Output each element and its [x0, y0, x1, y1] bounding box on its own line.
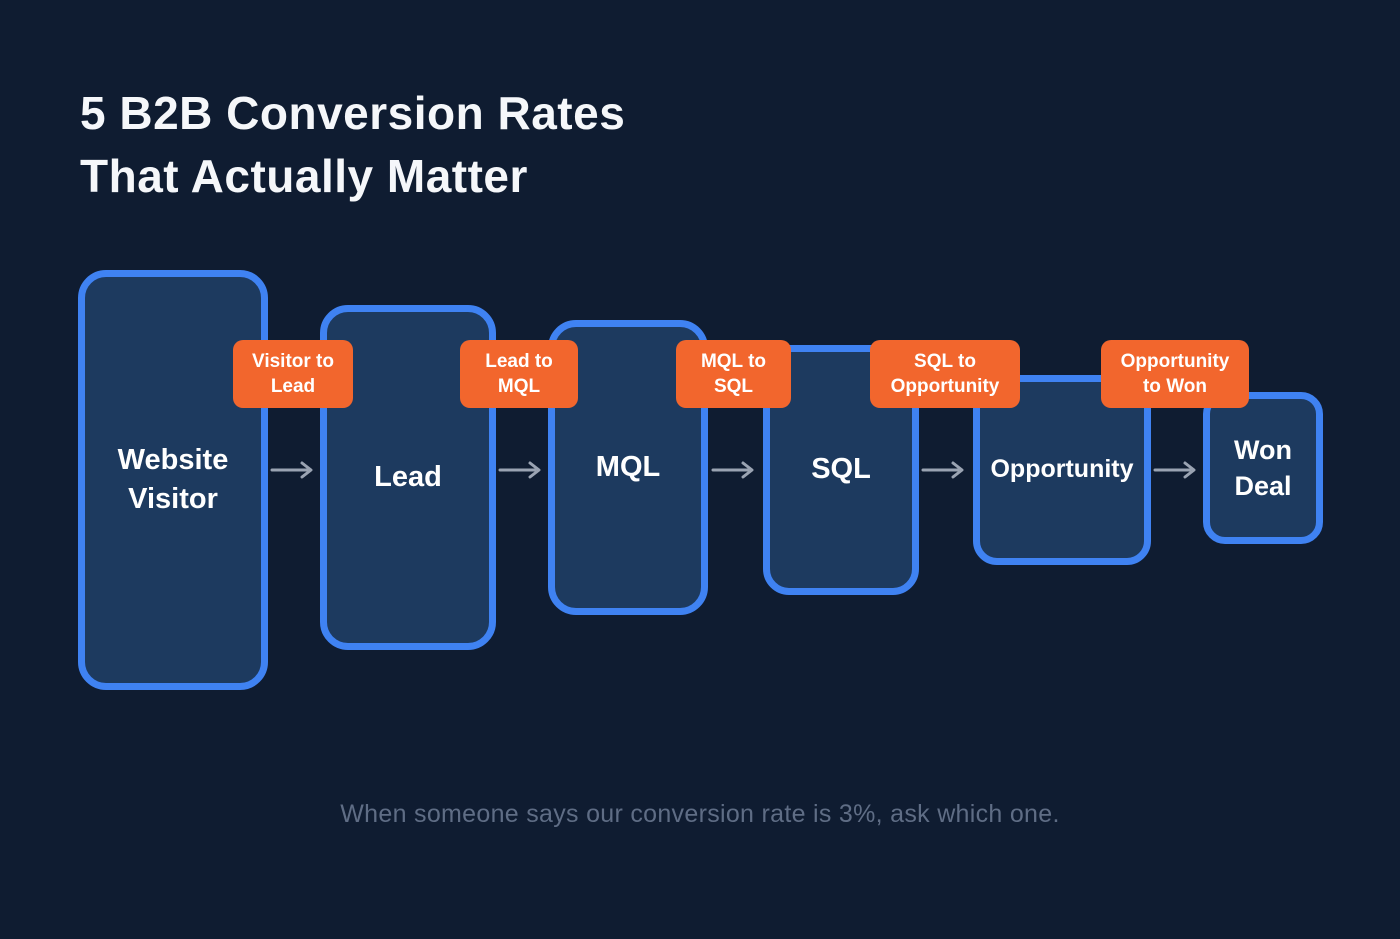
- arrow-right-icon: [269, 459, 317, 481]
- arrow-right-icon: [497, 459, 545, 481]
- arrow-right-icon: [710, 459, 758, 481]
- stage-label: Won Deal: [1234, 434, 1292, 501]
- stage-won-deal: Won Deal: [1203, 392, 1323, 544]
- badge-mql-to-sql: MQL to SQL: [676, 340, 791, 408]
- stage-website-visitor: Website Visitor: [78, 270, 268, 690]
- arrow-right-icon: [920, 459, 968, 481]
- arrow-right-icon: [1152, 459, 1200, 481]
- stage-label: SQL: [811, 453, 871, 486]
- stage-label: Website Visitor: [117, 443, 229, 515]
- stage-label: Opportunity: [990, 455, 1134, 484]
- badge-opportunity-to-won: Opportunity to Won: [1101, 340, 1249, 408]
- badge-sql-to-opportunity: SQL to Opportunity: [870, 340, 1020, 408]
- page-title-line-1: 5 B2B Conversion Rates: [80, 87, 626, 139]
- page-title-line-2: That Actually Matter: [80, 150, 528, 203]
- badge-lead-to-mql: Lead to MQL: [460, 340, 578, 408]
- page-title: 5 B2B Conversion Rates That Actually Mat…: [80, 82, 625, 209]
- badge-visitor-to-lead: Visitor to Lead: [233, 340, 353, 408]
- stage-mql: MQL: [548, 320, 708, 615]
- stage-label: Lead: [374, 460, 442, 493]
- caption-text: When someone says our conversion rate is…: [340, 800, 1060, 828]
- stage-label: MQL: [595, 450, 661, 483]
